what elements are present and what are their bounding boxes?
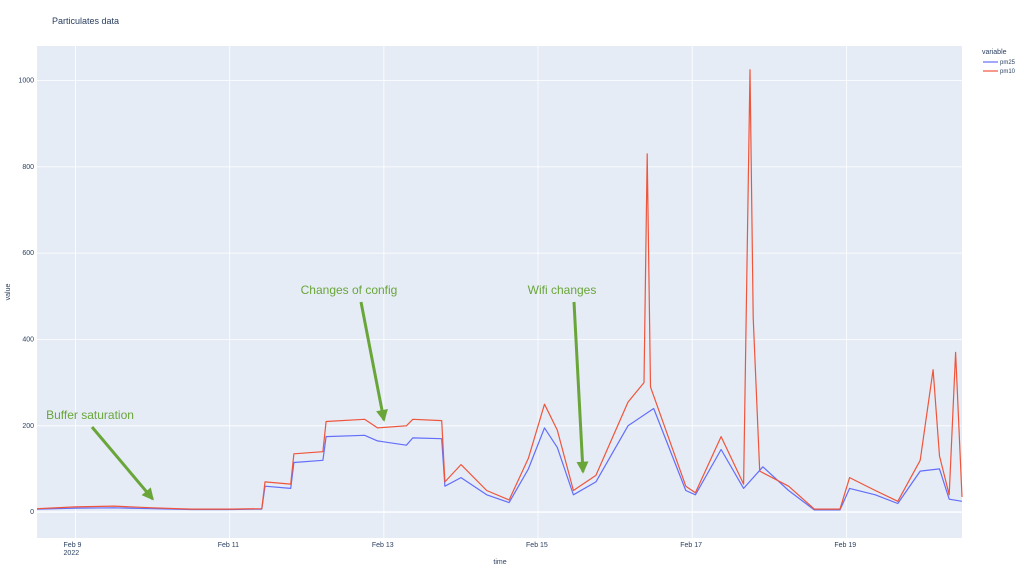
plot-area (37, 46, 962, 538)
series-line-pm10 (36, 69, 963, 510)
legend-title: variable (982, 49, 1007, 56)
annotation-label: Buffer saturation (46, 408, 134, 422)
annotation-arrow-line (359, 301, 386, 421)
x-tick-label: Feb 9 (64, 542, 82, 549)
y-tick-label: 1000 (18, 78, 34, 85)
annotation-label: Wifi changes (528, 283, 597, 297)
chart-title: Particulates data (52, 16, 119, 26)
y-tick-label: 600 (22, 250, 34, 257)
annotation-arrow-head (141, 487, 154, 501)
x-tick-sublabel: 2022 (64, 550, 80, 557)
y-axis-ticks: 0 200 400 600 800 1000 (18, 78, 34, 517)
y-tick-label: 200 (22, 423, 34, 430)
legend-label-pm25[interactable]: pm25 (1000, 60, 1016, 66)
y-tick-label: 400 (22, 336, 34, 343)
legend-label-pm10[interactable]: pm10 (1000, 69, 1016, 75)
annotation-arrow-head (576, 461, 589, 474)
y-tick-label: 800 (22, 164, 34, 171)
x-tick-label: Feb 15 (526, 542, 548, 549)
x-tick-label: Feb 13 (372, 542, 394, 549)
annotation-arrow-line (90, 426, 154, 500)
legend[interactable]: variable pm25 pm10 (982, 49, 1016, 75)
annotation-arrow-line (572, 301, 585, 472)
y-tick-label: 0 (30, 509, 34, 516)
x-axis-title: time (493, 559, 506, 566)
gridlines (37, 46, 962, 538)
y-axis-title: value (5, 284, 12, 301)
annotation-label: Changes of config (301, 283, 398, 297)
x-tick-label: Feb 19 (834, 542, 856, 549)
series-lines (36, 69, 963, 511)
x-tick-label: Feb 11 (218, 542, 239, 549)
annotation-arrow-head (376, 409, 388, 422)
annotations: Buffer saturation Changes of config Wifi c… (46, 283, 596, 501)
x-tick-label: Feb 17 (680, 542, 702, 549)
